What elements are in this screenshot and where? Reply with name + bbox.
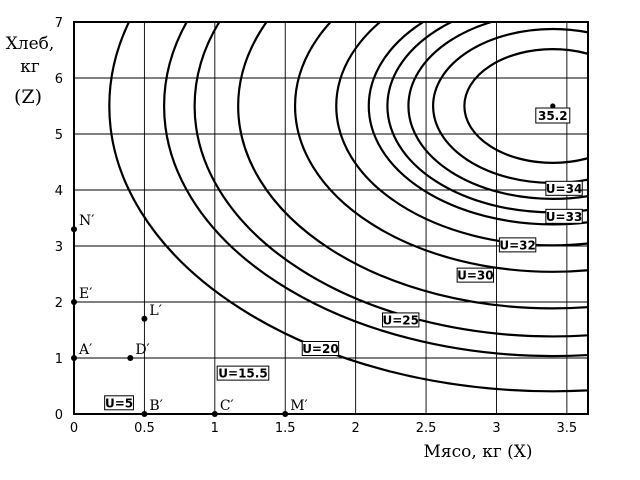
- curve-label: U=25: [382, 313, 419, 327]
- y-axis-label-line-1: Хлеб,: [6, 34, 55, 54]
- curve-label-box: [216, 365, 270, 381]
- indifference-curve-10: [386, 22, 588, 214]
- curve-label: U=30: [457, 269, 494, 283]
- point-marker: [211, 411, 218, 417]
- point-label: C′: [220, 398, 234, 414]
- indifference-curve-4: [367, 22, 588, 226]
- curve-label-box: [301, 340, 340, 356]
- point-label: B′: [149, 398, 162, 414]
- y-tick-label: 3: [55, 240, 63, 255]
- y-tick-label: 4: [55, 184, 63, 199]
- x-tick-label: 2: [352, 421, 360, 436]
- curve-labels: 35.2 U=5 U=15.5 U=20 U=25 U=30 U=32 U=33 U=34: [104, 107, 583, 411]
- y-tick-label: 5: [55, 128, 63, 143]
- x-tick-label: 0: [70, 421, 78, 436]
- point-label: N′: [79, 213, 94, 229]
- maximum-label-box: [535, 107, 571, 124]
- x-tick-label: 1.5: [275, 421, 296, 436]
- indifference-curve-2: [237, 22, 588, 310]
- curve-label-box: [545, 180, 583, 196]
- x-tick-label: 3.5: [557, 421, 578, 436]
- curve-label: U=33: [546, 210, 583, 224]
- curve-label: U=5: [105, 396, 133, 410]
- maximum-label: 35.2: [538, 109, 568, 123]
- curves: [108, 22, 588, 393]
- indifference-curve-3: [294, 22, 588, 273]
- curve-label: U=20: [302, 342, 339, 356]
- x-tick-label: 2.5: [416, 421, 437, 436]
- y-axis-label-line-3: (Z): [14, 86, 42, 108]
- curve-label: U=34: [546, 182, 583, 196]
- point-marker: [71, 226, 77, 233]
- x-tick-label: 0.5: [134, 421, 155, 436]
- point-label: D′: [135, 342, 149, 358]
- indifference-curve-0: [108, 22, 588, 393]
- curve-label-box: [456, 267, 495, 283]
- y-tick-label: 2: [55, 296, 63, 311]
- y-tick-label: 1: [55, 352, 63, 367]
- indifference-curve-1: [193, 22, 588, 338]
- y-axis-label-line-2: кг: [20, 57, 40, 77]
- curve-label-box: [382, 312, 420, 328]
- point-marker: [141, 411, 148, 417]
- indifference-curve-5: [407, 22, 588, 200]
- point-label: A′: [78, 342, 92, 358]
- x-tick-label: 3: [492, 421, 500, 436]
- curve-label-box: [104, 395, 134, 411]
- indifference-curve-8: [163, 22, 588, 358]
- x-tick-label: 1: [211, 421, 219, 436]
- point-label: M′: [290, 398, 308, 414]
- x-axis-label: Мясо, кг (X): [424, 442, 533, 462]
- point-label: E′: [79, 286, 92, 302]
- y-tick-label: 0: [55, 408, 63, 423]
- point-marker: [71, 299, 77, 305]
- point-label: L′: [149, 303, 161, 319]
- plot-frame: [73, 21, 589, 415]
- point-marker: [282, 411, 289, 417]
- indifference-curve-9: [335, 22, 588, 247]
- y-tick-label: 7: [55, 16, 63, 31]
- curve-label-box: [545, 208, 583, 224]
- point-marker: [71, 355, 77, 361]
- curve-label-box: [498, 237, 537, 253]
- point-marker: [141, 315, 148, 322]
- curve-label: U=15.5: [218, 367, 267, 381]
- point-marker: [127, 355, 134, 361]
- tick-labels: 0 0.5 1 1.5 2 2.5 3 3.5 0 1 2 3 4 5 6 7: [55, 16, 578, 436]
- y-tick-label: 6: [55, 72, 63, 87]
- maximum-point: [550, 103, 556, 109]
- indifference-curve-7: [463, 48, 588, 164]
- curve-label: U=32: [499, 238, 536, 252]
- points: A′ B′ C′ D′ E′ L′ M′ N′: [71, 103, 556, 417]
